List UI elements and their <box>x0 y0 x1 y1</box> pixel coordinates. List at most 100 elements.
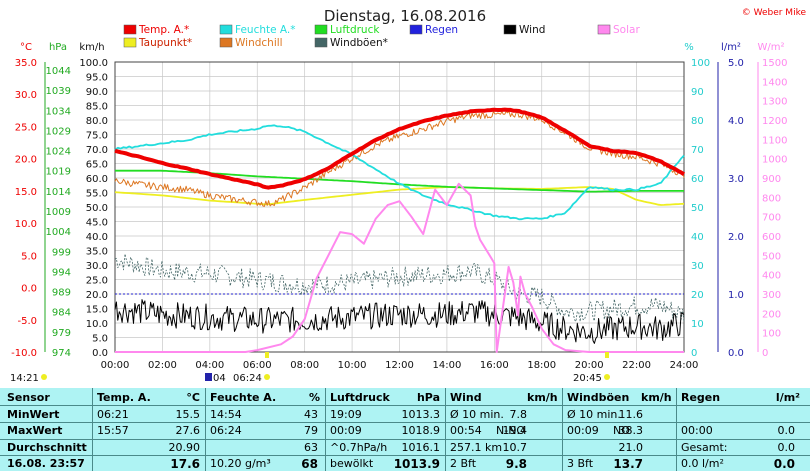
table-direction: N-NO <box>496 424 526 437</box>
column-separator <box>92 388 93 471</box>
legend-label: Windböen* <box>330 37 388 49</box>
legend-swatch <box>219 24 233 35</box>
legend-label: Taupunkt* <box>138 37 192 49</box>
x-tick-label: 08:00 <box>290 360 319 371</box>
table-row-label: Durchschnitt <box>7 441 87 454</box>
axis-tick-hpa: 974 <box>52 348 71 359</box>
axis-tick-percent: 70 <box>691 145 704 156</box>
row-separator <box>0 455 810 456</box>
plot-frame <box>114 61 685 353</box>
axis-tick-kmh: 50.0 <box>86 203 108 214</box>
table-time: 15:57 <box>97 424 129 437</box>
weather-chart: Dienstag, 16.08.2016 © Weber Mike Temp. … <box>10 7 807 384</box>
axis-tick-kmh: 45.0 <box>86 218 108 229</box>
table-header-unit-gust: km/h <box>641 391 672 404</box>
table-time: 257.1 km <box>450 441 503 454</box>
axis-tick-percent: 30 <box>691 261 704 272</box>
series-line-solar <box>115 182 684 353</box>
column-separator <box>676 388 677 471</box>
x-tick-label: 04:00 <box>195 360 224 371</box>
table-value-press: 1018.9 <box>401 424 441 437</box>
axis-tick-solar: 1500 <box>762 58 787 69</box>
axis-tick-solar: 800 <box>762 193 781 204</box>
marker-time-mid2: 06:24 <box>233 373 262 384</box>
axis-tick-kmh: 90.0 <box>86 87 108 98</box>
axis-tick-kmh: 100.0 <box>79 58 108 69</box>
table-time: Ø 10 min. <box>450 408 504 421</box>
legend-swatch <box>597 24 611 35</box>
axis-unit-labels: °C hPa km/h% l/m² W/m² <box>20 42 785 53</box>
table-time: ^0.7hPa/h <box>330 441 388 454</box>
credit-text: © Weber Mike <box>742 8 807 18</box>
table-value-rain: 0.0 <box>773 457 795 471</box>
series-line-feuchtea <box>114 124 685 221</box>
axis-tick-hpa: 1019 <box>46 167 71 178</box>
x-tick-label: 22:00 <box>622 360 651 371</box>
series-line-windchill <box>114 110 685 207</box>
legend: Temp. A.* Feuchte A.* Luftdruck Regen Wind So… <box>123 24 640 49</box>
table-value-gust: 11.6 <box>618 408 644 421</box>
axis-tick-solar: 900 <box>762 174 781 185</box>
grid <box>114 61 685 353</box>
axis-tick-hpa: 1009 <box>46 207 71 218</box>
axis-tick-percent: 20 <box>691 290 704 301</box>
table-time: Ø 10 min. <box>567 408 621 421</box>
table-value-temp: 20.90 <box>168 441 201 454</box>
table-value-temp: 17.6 <box>170 457 200 471</box>
table-value-wind: 9.8 <box>505 457 527 471</box>
x-tick-label: 12:00 <box>385 360 414 371</box>
axis-tick-hpa: 994 <box>52 267 71 278</box>
series-line-wind <box>114 299 685 344</box>
axis-tick-solar: 600 <box>762 232 781 243</box>
table-value-gust: 13.7 <box>613 457 643 471</box>
series-line-tempa <box>114 107 686 190</box>
axis-tick-celsius: 35.0 <box>15 58 37 69</box>
axis-tick-kmh: 15.0 <box>86 305 108 316</box>
legend-label: Temp. A.* <box>138 24 189 36</box>
axis-tick-celsius: -10.0 <box>11 348 37 359</box>
table-row-label: MinWert <box>7 408 60 421</box>
axis-tick-kmh: 20.0 <box>86 290 108 301</box>
axis-tick-celsius: 10.0 <box>15 219 37 230</box>
table-time: 3 Bft <box>567 457 594 470</box>
table-time: 00:09 <box>567 424 599 437</box>
axis-tick-kmh: 55.0 <box>86 189 108 200</box>
table-header-unit-temp: °C <box>186 391 200 404</box>
axis-tick-solar: 1300 <box>762 97 787 108</box>
axis-tick-percent: 100 <box>691 58 710 69</box>
axis-tick-hpa: 1029 <box>46 126 71 137</box>
axis-tick-rain: 2.0 <box>728 232 744 243</box>
table-header-hum: Feuchte A. <box>210 391 277 404</box>
table-value-press: 1013.3 <box>401 408 441 421</box>
table-header-unit-hum: % <box>308 391 320 404</box>
unit-label-solar: W/m² <box>757 42 784 53</box>
column-separator <box>325 388 326 471</box>
table-value-press: 1016.1 <box>401 441 441 454</box>
table-direction: NO <box>613 424 630 437</box>
axis-tick-kmh: 10.0 <box>86 319 108 330</box>
legend-swatch <box>503 24 517 35</box>
table-value-wind: 10.7 <box>502 441 528 454</box>
legend-swatch <box>219 37 233 48</box>
axis-tick-rain: 5.0 <box>728 58 744 69</box>
unit-label-celsius: °C <box>20 42 32 53</box>
table-value-wind: 7.8 <box>509 408 528 421</box>
legend-swatch <box>123 24 137 35</box>
axis-tick-kmh: 60.0 <box>86 174 108 185</box>
axis-tick-solar: 400 <box>762 271 781 282</box>
axis-tick-solar: 200 <box>762 309 781 320</box>
table-header-sensor: Sensor <box>7 391 50 404</box>
axis-tick-hpa: 1004 <box>46 227 71 238</box>
axis-tick-solar: 700 <box>762 213 781 224</box>
table-time: 10.20 g/m³ <box>210 457 271 470</box>
series-line-windben <box>114 253 685 323</box>
axes: 35.0 30.0 25.0 20.0 15.0 10.0 5.0 0.0 -5.0 -10.0 1… <box>11 58 787 371</box>
table-value-rain: 0.0 <box>777 424 796 437</box>
legend-label: Wind <box>519 24 545 36</box>
axis-tick-hpa: 989 <box>52 288 71 299</box>
table-time: 00:54 <box>450 424 482 437</box>
table-header-gust: Windböen <box>567 391 630 404</box>
axis-tick-celsius: -5.0 <box>17 316 37 327</box>
axis-tick-rain: 0.0 <box>728 348 744 359</box>
sun-icon <box>604 374 610 380</box>
